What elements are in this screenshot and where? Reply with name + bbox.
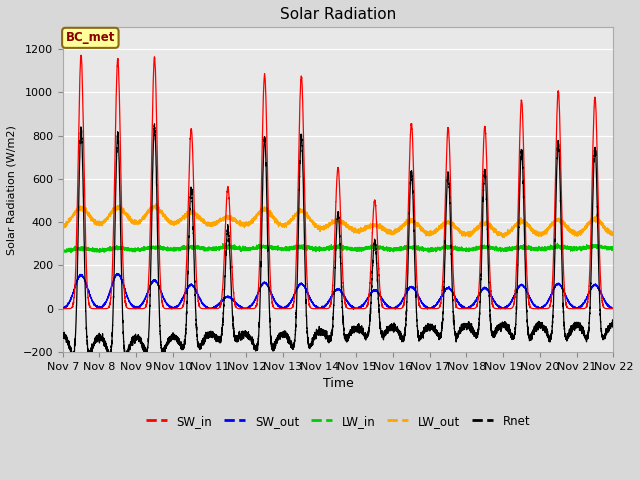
LW_out: [59, 222, 67, 228]
LW_out: [609, 231, 617, 237]
LW_out: [152, 201, 160, 207]
LW_out: [586, 218, 594, 224]
SW_out: [477, 289, 484, 295]
SW_out: [586, 287, 594, 293]
LW_in: [586, 244, 594, 250]
LW_in: [477, 245, 484, 251]
LW_in: [580, 245, 588, 251]
SW_out: [113, 271, 121, 276]
SW_in: [586, 254, 594, 260]
Line: SW_out: SW_out: [63, 274, 613, 309]
SW_in: [580, 306, 588, 312]
Rnet: [150, 121, 158, 127]
Line: LW_in: LW_in: [63, 243, 613, 253]
LW_out: [461, 232, 469, 238]
SW_in: [477, 242, 484, 248]
SW_in: [609, 306, 617, 312]
LW_in: [554, 240, 561, 246]
LW_out: [500, 235, 508, 240]
SW_out: [609, 305, 617, 311]
SW_in: [77, 52, 85, 58]
LW_in: [609, 245, 617, 251]
Line: Rnet: Rnet: [63, 124, 613, 359]
Rnet: [319, 328, 327, 334]
Rnet: [59, 334, 67, 340]
Line: SW_in: SW_in: [63, 55, 613, 309]
Rnet: [586, 297, 594, 302]
Rnet: [609, 321, 617, 326]
Rnet: [246, 334, 254, 340]
LW_out: [477, 222, 484, 228]
LW_out: [580, 226, 588, 232]
LW_in: [60, 250, 67, 256]
SW_out: [59, 305, 67, 311]
Legend: SW_in, SW_out, LW_in, LW_out, Rnet: SW_in, SW_out, LW_in, LW_out, Rnet: [141, 410, 535, 432]
SW_in: [59, 306, 67, 312]
SW_in: [246, 306, 253, 312]
Title: Solar Radiation: Solar Radiation: [280, 7, 396, 22]
SW_in: [461, 306, 469, 312]
SW_out: [349, 306, 357, 312]
Rnet: [580, 328, 588, 334]
Text: BC_met: BC_met: [66, 31, 115, 44]
SW_out: [580, 301, 588, 307]
SW_in: [319, 306, 327, 312]
Rnet: [122, 356, 129, 361]
Rnet: [461, 322, 469, 327]
SW_out: [246, 304, 253, 310]
LW_in: [319, 245, 327, 251]
LW_in: [461, 246, 469, 252]
LW_out: [319, 225, 327, 230]
Line: LW_out: LW_out: [63, 204, 613, 238]
Y-axis label: Solar Radiation (W/m2): Solar Radiation (W/m2): [7, 125, 17, 254]
LW_in: [59, 250, 67, 255]
SW_out: [461, 305, 469, 311]
X-axis label: Time: Time: [323, 377, 353, 390]
LW_in: [246, 246, 253, 252]
Rnet: [477, 276, 484, 282]
LW_out: [246, 219, 253, 225]
SW_out: [319, 304, 327, 310]
